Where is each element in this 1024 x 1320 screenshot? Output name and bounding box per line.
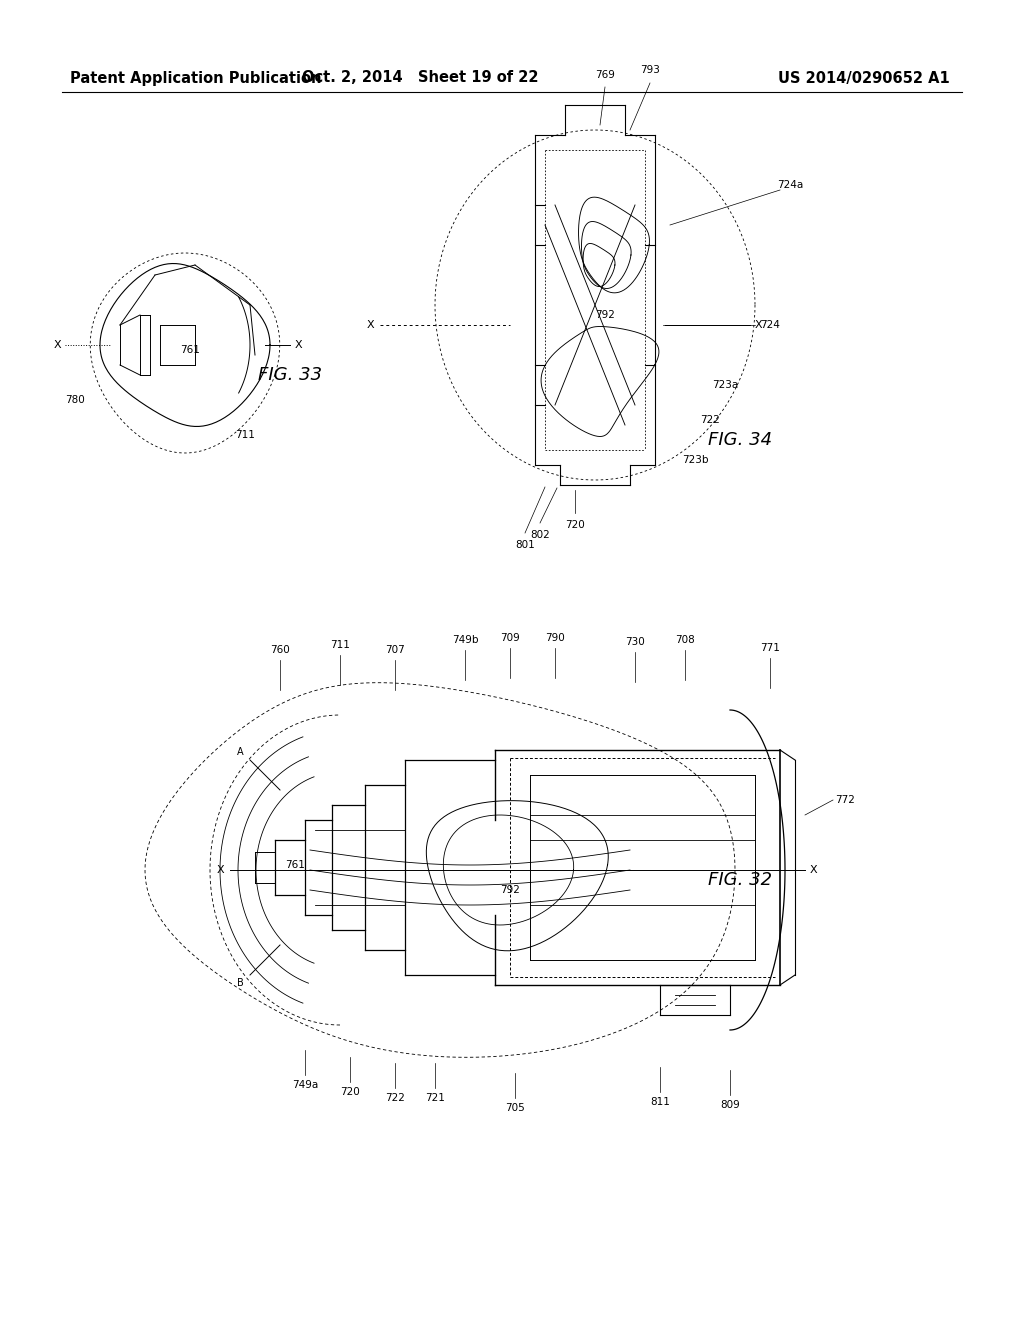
Text: 792: 792 bbox=[595, 310, 615, 319]
Text: Patent Application Publication: Patent Application Publication bbox=[70, 70, 322, 86]
Text: 780: 780 bbox=[66, 395, 85, 405]
Text: 724a: 724a bbox=[777, 180, 803, 190]
Text: 723b: 723b bbox=[682, 455, 709, 465]
Text: 722: 722 bbox=[700, 414, 720, 425]
Text: 761: 761 bbox=[180, 345, 200, 355]
Text: 730: 730 bbox=[625, 638, 645, 647]
Text: US 2014/0290652 A1: US 2014/0290652 A1 bbox=[778, 70, 950, 86]
Text: X: X bbox=[809, 865, 817, 875]
Text: 722: 722 bbox=[385, 1093, 404, 1104]
Text: 709: 709 bbox=[500, 634, 520, 643]
Text: X: X bbox=[53, 341, 60, 350]
Text: 707: 707 bbox=[385, 645, 404, 655]
Text: X: X bbox=[367, 319, 374, 330]
Text: 708: 708 bbox=[675, 635, 695, 645]
Text: 793: 793 bbox=[640, 65, 659, 75]
Text: 801: 801 bbox=[515, 540, 535, 550]
Text: X: X bbox=[216, 865, 224, 875]
Text: 749b: 749b bbox=[452, 635, 478, 645]
Text: B: B bbox=[237, 978, 244, 987]
Text: X: X bbox=[755, 319, 762, 330]
Text: A: A bbox=[237, 747, 244, 756]
Text: X: X bbox=[294, 341, 302, 350]
Text: 720: 720 bbox=[565, 520, 585, 531]
Text: Oct. 2, 2014   Sheet 19 of 22: Oct. 2, 2014 Sheet 19 of 22 bbox=[302, 70, 539, 86]
Text: 809: 809 bbox=[720, 1100, 740, 1110]
Text: FIG. 34: FIG. 34 bbox=[708, 432, 772, 449]
Text: 705: 705 bbox=[505, 1104, 525, 1113]
Text: 724: 724 bbox=[760, 319, 780, 330]
Text: 792: 792 bbox=[500, 884, 520, 895]
Text: 771: 771 bbox=[760, 643, 780, 653]
Text: 772: 772 bbox=[835, 795, 855, 805]
Text: FIG. 32: FIG. 32 bbox=[708, 871, 772, 888]
Text: 760: 760 bbox=[270, 645, 290, 655]
Text: 761: 761 bbox=[285, 861, 305, 870]
Text: 711: 711 bbox=[330, 640, 350, 649]
Text: 811: 811 bbox=[650, 1097, 670, 1107]
Text: 749a: 749a bbox=[292, 1080, 318, 1090]
Text: 723a: 723a bbox=[712, 380, 738, 389]
Text: FIG. 33: FIG. 33 bbox=[258, 366, 323, 384]
Text: 769: 769 bbox=[595, 70, 615, 81]
Text: 802: 802 bbox=[530, 531, 550, 540]
Text: 720: 720 bbox=[340, 1086, 359, 1097]
Text: 790: 790 bbox=[545, 634, 565, 643]
Text: 721: 721 bbox=[425, 1093, 445, 1104]
Text: 711: 711 bbox=[236, 430, 255, 440]
